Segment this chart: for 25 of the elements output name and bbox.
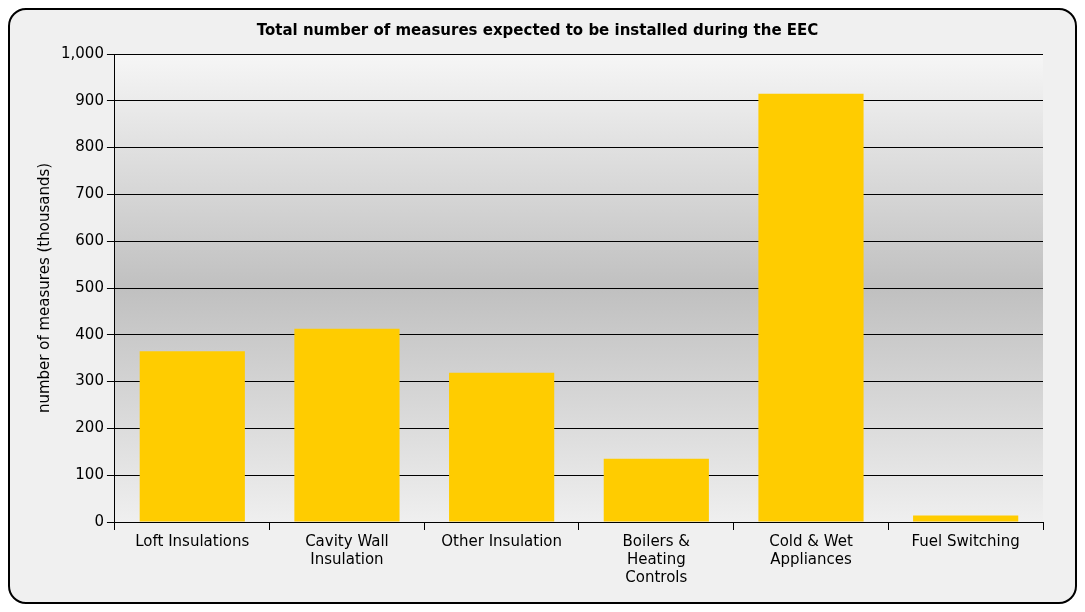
y-tick-label: 400 [75, 324, 104, 343]
y-tick-label: 900 [75, 90, 104, 109]
chart-title: Total number of measures expected to be installed during the EEC [256, 20, 819, 39]
bar [449, 372, 555, 522]
bar [603, 458, 709, 522]
x-tick-label: Other Insulation [441, 531, 562, 550]
y-tick-label: 100 [75, 465, 104, 484]
bar [913, 515, 1019, 522]
y-tick-label: 700 [75, 184, 104, 203]
bar [294, 328, 400, 522]
x-tick-label: Loft Insulations [135, 531, 250, 550]
x-tick-label: Fuel Switching [911, 531, 1020, 550]
x-tick-label: Cavity Wall Insulation [305, 531, 389, 568]
x-tick-label: Boilers & Heating Controls [622, 531, 691, 586]
y-tick-label: 0 [94, 511, 104, 530]
x-tick-label: Cold & Wet Appliances [769, 531, 853, 568]
y-tick-label: 600 [75, 231, 104, 250]
bar [758, 93, 864, 522]
bar [139, 351, 245, 522]
y-tick-label: 300 [75, 371, 104, 390]
y-tick-label: 200 [75, 418, 104, 437]
y-tick-label: 800 [75, 137, 104, 156]
y-tick-label: 1,000 [60, 43, 104, 62]
y-axis-title: number of measures (thousands) [34, 162, 53, 414]
y-tick-label: 500 [75, 277, 104, 296]
